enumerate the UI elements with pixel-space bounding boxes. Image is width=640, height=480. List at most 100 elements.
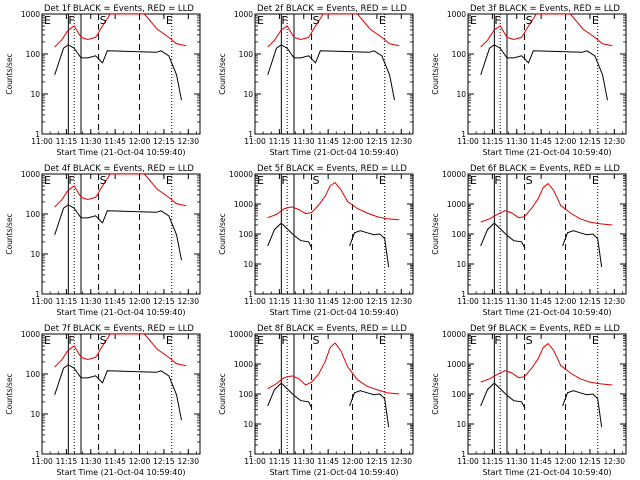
x-tick-label: 12:00 xyxy=(342,457,364,466)
x-tick-label: 12:15 xyxy=(579,457,601,466)
region-marker-label: E xyxy=(166,14,173,27)
plot-frame xyxy=(467,173,627,295)
x-tick-label: 12:00 xyxy=(129,137,151,146)
x-tick-label: 11:15 xyxy=(269,297,291,306)
y-tick-label: 10 xyxy=(456,420,466,429)
x-tick-label: 11:30 xyxy=(506,297,528,306)
x-axis-label: Start Time (21-Oct-04 10:59:40) xyxy=(482,148,611,157)
x-tick-label: 11:00 xyxy=(244,297,266,306)
y-tick-label: 1 xyxy=(461,290,466,299)
x-tick-label: 11:15 xyxy=(269,137,291,146)
events-series-line xyxy=(349,390,390,427)
x-tick-label: 12:00 xyxy=(555,297,577,306)
y-axis-label: Counts/sec xyxy=(218,53,227,94)
region-marker-label: S xyxy=(100,174,107,187)
region-marker-label: F xyxy=(281,14,287,27)
lld-series-line xyxy=(54,334,187,368)
y-tick-label: 100 xyxy=(239,390,254,399)
events-series-line xyxy=(54,204,182,261)
events-series-line xyxy=(267,382,313,408)
region-marker-label: E xyxy=(44,14,51,27)
region-marker-label: E xyxy=(592,14,599,27)
x-tick-label: 12:15 xyxy=(366,297,388,306)
region-marker-label: E xyxy=(257,14,264,27)
y-tick-label: 100 xyxy=(452,390,467,399)
x-tick-label: 11:30 xyxy=(293,297,315,306)
events-series-line xyxy=(480,382,526,408)
x-tick-label: 12:30 xyxy=(177,137,199,146)
lld-series-line xyxy=(54,174,187,208)
x-tick-label: 11:30 xyxy=(80,457,102,466)
y-axis-label: Counts/sec xyxy=(5,53,14,94)
x-tick-label: 11:45 xyxy=(317,297,339,306)
x-tick-label: 11:30 xyxy=(293,457,315,466)
region-marker-label: E xyxy=(470,334,477,347)
y-tick-label: 100 xyxy=(239,50,254,59)
x-tick-label: 11:00 xyxy=(457,137,479,146)
region-marker-label: S xyxy=(313,14,320,27)
y-tick-label: 1000 xyxy=(234,10,253,19)
y-tick-label: 1 xyxy=(35,290,40,299)
y-tick-label: 100 xyxy=(452,50,467,59)
x-tick-label: 12:30 xyxy=(603,137,625,146)
plot-frame xyxy=(254,333,414,455)
x-tick-label: 11:00 xyxy=(31,297,53,306)
y-axis-label: Counts/sec xyxy=(431,53,440,94)
x-tick-label: 12:30 xyxy=(603,297,625,306)
x-tick-label: 11:00 xyxy=(244,137,266,146)
x-tick-label: 12:15 xyxy=(366,137,388,146)
y-tick-label: 10 xyxy=(243,420,253,429)
region-marker-label: E xyxy=(166,174,173,187)
y-tick-label: 10000 xyxy=(442,170,466,179)
chart-title: Det 1f BLACK = Events, RED = LLD xyxy=(44,4,194,14)
chart-title: Det 5f BLACK = Events, RED = LLD xyxy=(257,164,407,174)
x-tick-label: 11:15 xyxy=(269,457,291,466)
region-marker-label: E xyxy=(257,174,264,187)
x-tick-label: 12:00 xyxy=(129,297,151,306)
chart-panel-7: Det 7f BLACK = Events, RED = LLD 11:00 11:… xyxy=(5,324,201,477)
chart-title: Det 7f BLACK = Events, RED = LLD xyxy=(44,324,194,334)
x-tick-label: 12:30 xyxy=(177,457,199,466)
y-axis-label: Counts/sec xyxy=(431,373,440,414)
region-marker-label: F xyxy=(281,174,287,187)
region-marker-label: F xyxy=(494,334,500,347)
lld-series-line xyxy=(480,182,613,226)
y-tick-label: 100 xyxy=(26,50,41,59)
x-tick-label: 11:45 xyxy=(104,457,126,466)
events-series-line xyxy=(267,222,313,248)
region-marker-label: E xyxy=(44,334,51,347)
x-tick-label: 11:15 xyxy=(482,297,504,306)
events-series-line xyxy=(54,44,182,101)
lld-series-line xyxy=(267,181,400,221)
x-tick-label: 11:45 xyxy=(530,457,552,466)
x-tick-label: 12:30 xyxy=(390,297,412,306)
lld-series-line xyxy=(267,14,400,48)
y-tick-label: 10 xyxy=(243,260,253,269)
region-marker-label: F xyxy=(68,14,74,27)
events-series-line xyxy=(480,44,608,101)
region-marker-label: F xyxy=(494,174,500,187)
region-marker-label: E xyxy=(379,14,386,27)
x-axis-label: Start Time (21-Oct-04 10:59:40) xyxy=(269,468,398,477)
y-tick-label: 100 xyxy=(452,230,467,239)
region-marker-label: E xyxy=(379,174,386,187)
y-tick-label: 10000 xyxy=(229,170,253,179)
x-tick-label: 11:00 xyxy=(244,457,266,466)
y-tick-label: 1000 xyxy=(21,10,40,19)
y-tick-label: 10 xyxy=(243,90,253,99)
x-tick-label: 11:00 xyxy=(31,457,53,466)
events-series-line xyxy=(562,230,603,267)
region-marker-label: F xyxy=(68,174,74,187)
x-tick-label: 12:15 xyxy=(579,137,601,146)
y-tick-label: 100 xyxy=(26,370,41,379)
y-tick-label: 1000 xyxy=(234,200,253,209)
plot-frame xyxy=(254,173,414,295)
region-marker-label: E xyxy=(592,174,599,187)
region-marker-label: S xyxy=(100,334,107,347)
region-marker-label: S xyxy=(313,334,320,347)
region-marker-label: E xyxy=(166,334,173,347)
